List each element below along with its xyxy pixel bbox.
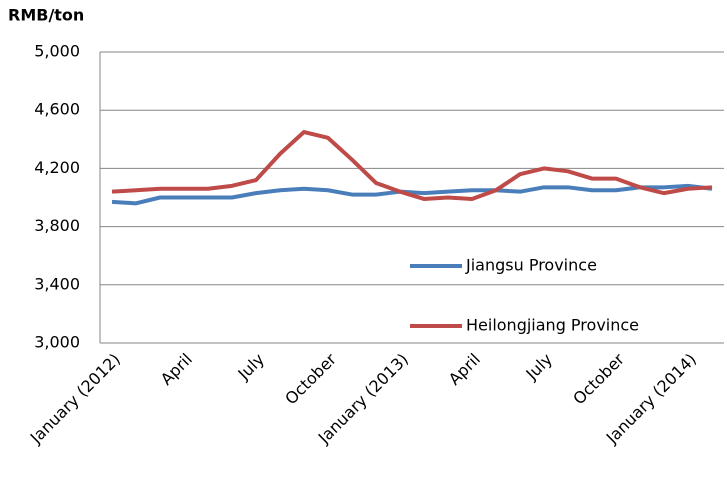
y-tick-label: 4,600	[34, 100, 80, 119]
y-axis-label: RMB/ton	[8, 6, 84, 25]
x-tick-label: January (2012)	[26, 350, 124, 448]
y-tick-label: 5,000	[34, 42, 80, 61]
y-tick-label: 3,800	[34, 216, 80, 235]
legend-label: Heilongjiang Province	[466, 316, 639, 335]
series-line	[111, 183, 713, 206]
x-tick-label: October	[569, 349, 628, 408]
x-tick-label: April	[445, 350, 484, 389]
x-tick-label: July	[234, 350, 268, 384]
x-tick-label: July	[522, 350, 556, 384]
legend-label: Jiangsu Province	[465, 256, 597, 275]
y-tick-label: 3,000	[34, 333, 80, 352]
series-line	[111, 130, 713, 201]
x-tick-label: April	[157, 350, 196, 389]
x-tick-label: October	[281, 349, 340, 408]
y-tick-label: 3,400	[34, 274, 80, 293]
y-tick-label: 4,200	[34, 158, 80, 177]
